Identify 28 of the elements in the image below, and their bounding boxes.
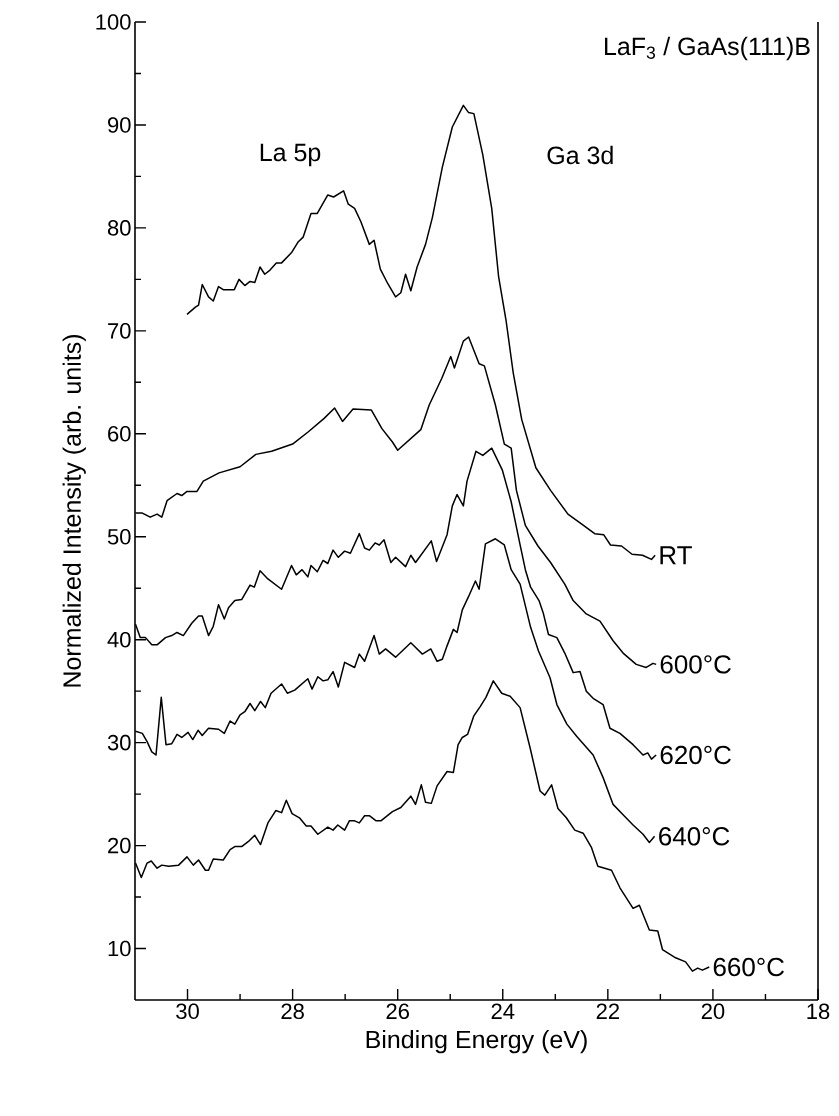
text: LaF$_{3}$ / GaAs(111)B bbox=[605, 36, 810, 61]
series-label: 620°C bbox=[660, 745, 731, 765]
line-series bbox=[186, 104, 656, 561]
annotation: Ga 3d bbox=[547, 145, 613, 165]
y-tick-label: 50 bbox=[107, 528, 131, 545]
y-tick-label: 20 bbox=[108, 837, 131, 854]
y-tick-label: 40 bbox=[107, 631, 131, 648]
y-tick-label: 100 bbox=[96, 14, 131, 30]
y-tick-label: 60 bbox=[108, 425, 131, 442]
series-label: RT bbox=[660, 546, 692, 565]
x-tick-label: 20 bbox=[701, 1003, 725, 1020]
series-label: 600°C bbox=[660, 655, 731, 674]
y-tick-label: 30 bbox=[107, 734, 131, 751]
y-tick-label: 70 bbox=[108, 323, 131, 339]
x-tick-label: 22 bbox=[596, 1003, 619, 1019]
x-tick-label: 24 bbox=[491, 1003, 515, 1019]
x-tick-label: 28 bbox=[281, 1003, 304, 1020]
x-axis-title: Binding Energy (eV) bbox=[366, 1029, 587, 1054]
y-tick-label: 90 bbox=[108, 117, 131, 133]
y-tick-label: 80 bbox=[107, 220, 131, 236]
series-label: 640°C bbox=[659, 827, 730, 846]
annotation: La 5p bbox=[260, 143, 321, 167]
y-axis-title: Normalized Intensity (arb. units) bbox=[62, 334, 86, 687]
y-tick-label: 10 bbox=[108, 940, 131, 957]
x-tick-label: 26 bbox=[386, 1003, 409, 1020]
series-label: 660°C bbox=[713, 957, 784, 977]
x-tick-label: 18 bbox=[807, 1003, 830, 1020]
x-tick-label: 30 bbox=[176, 1003, 199, 1020]
